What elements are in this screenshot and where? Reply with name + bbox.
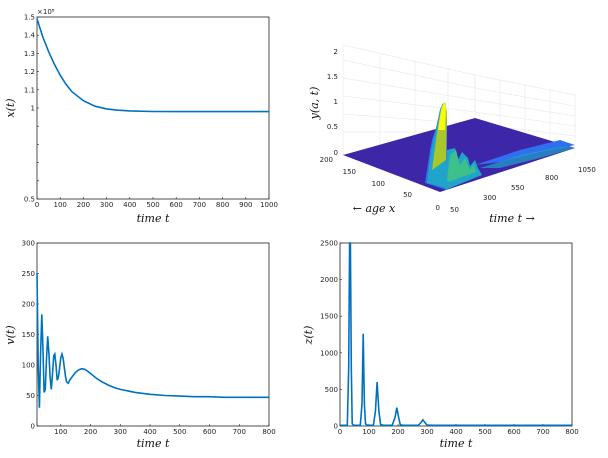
svg-text:0: 0 bbox=[436, 204, 440, 212]
panel-x-ytick-label: 1.1 bbox=[24, 86, 35, 94]
panel-x-ytick-label: 1.3 bbox=[24, 50, 35, 58]
panel-y-surface-steps-front bbox=[447, 150, 476, 182]
svg-text:2: 2 bbox=[334, 48, 338, 56]
panel-z-ytick-label: 1500 bbox=[320, 313, 338, 321]
panel-v-xtick-label: 300 bbox=[114, 428, 127, 436]
svg-text:50: 50 bbox=[450, 206, 459, 214]
panel-v-ytick-label: 0 bbox=[31, 423, 35, 431]
panel-z-series-line bbox=[340, 242, 572, 427]
panel-y-surface-tail bbox=[475, 140, 575, 165]
panel-x-xtick-label: 1000 bbox=[260, 201, 278, 209]
panel-v-axes-box bbox=[36, 242, 270, 427]
panel-x-xtick-label: 900 bbox=[239, 201, 252, 209]
panel-z-ticks: 0 100 200 300 400 500 600 700 800 0 500 1000 1500 200… bbox=[320, 240, 579, 437]
panel-v-xtick-label: 600 bbox=[203, 428, 216, 436]
panel-x-xtick-label: 300 bbox=[100, 201, 113, 209]
panel-v-ytick-label: 300 bbox=[22, 240, 35, 248]
svg-text:150: 150 bbox=[343, 168, 356, 176]
svg-text:800: 800 bbox=[545, 174, 558, 182]
panel-z-ytick-label: 2000 bbox=[320, 276, 338, 284]
panel-y-time-ticks: 50 300 550 800 1050 bbox=[450, 166, 596, 214]
panel-x-xtick-label: 100 bbox=[54, 201, 67, 209]
panel-y-zlabel: y(a, t) bbox=[308, 87, 321, 121]
panel-v-ylabel: v(t) bbox=[4, 325, 17, 344]
panel-y-z-ticks: 2 1.5 1 0.5 0 bbox=[327, 48, 338, 157]
panel-x-ytick-label: 1.5 bbox=[24, 14, 35, 22]
panel-v-xtick-label: 200 bbox=[84, 428, 97, 436]
svg-text:100: 100 bbox=[372, 180, 385, 188]
svg-text:0.5: 0.5 bbox=[327, 123, 338, 131]
svg-text:200: 200 bbox=[320, 156, 333, 164]
panel-x-ytick-label: 0.5 bbox=[24, 196, 35, 204]
panel-z-xtick-label: 500 bbox=[478, 428, 491, 436]
panel-x-ticks: 0 100 200 300 400 500 600 700 800 900 1000 0.5 1 1.5 1… bbox=[24, 14, 278, 210]
panel-v-ytick-label: 50 bbox=[26, 392, 35, 400]
panel-z-axes-box bbox=[339, 242, 573, 427]
panel-v-ytick-label: 250 bbox=[22, 270, 35, 278]
svg-text:50: 50 bbox=[403, 191, 412, 199]
panel-x-ytick-label: 1.4 bbox=[24, 32, 36, 40]
panel-z-xtick-label: 800 bbox=[565, 428, 578, 436]
panel-v: 100 200 300 400 500 600 700 800 0 50 100 150 200 250 3… bbox=[4, 240, 276, 451]
panel-z-xtick-label: 100 bbox=[362, 428, 375, 436]
panel-z-ylabel: z(t) bbox=[302, 326, 315, 346]
panel-v-ytick-label: 100 bbox=[22, 362, 35, 370]
panel-v-series-line bbox=[36, 273, 269, 408]
panel-x-xtick-label: 400 bbox=[123, 201, 136, 209]
panel-x-xtick-label: 500 bbox=[146, 201, 159, 209]
svg-text:1.5: 1.5 bbox=[327, 73, 338, 81]
svg-text:1: 1 bbox=[334, 98, 338, 106]
panel-v-xtick-label: 500 bbox=[173, 428, 186, 436]
panel-z-ytick-label: 1000 bbox=[320, 349, 338, 357]
panel-y-time-label: time t → bbox=[489, 212, 535, 225]
panel-y-surface-peak bbox=[438, 102, 446, 130]
panel-z-ytick-label: 0 bbox=[334, 423, 338, 431]
panel-x-exponent-label: ×10⁸ bbox=[37, 8, 55, 16]
panel-v-xtick-label: 400 bbox=[143, 428, 156, 436]
panel-z: 0 100 200 300 400 500 600 700 800 0 500 1000 1500 200… bbox=[302, 240, 579, 451]
panel-v-xtick-label: 100 bbox=[54, 428, 67, 436]
panel-y: 2 1.5 1 0.5 0 200 150 100 50 0 50 300 55… bbox=[308, 44, 596, 225]
panel-v-ticks: 100 200 300 400 500 600 700 800 0 50 100 150 200 250 3… bbox=[22, 240, 276, 437]
panel-y-age-label: ← age x bbox=[353, 202, 396, 215]
panel-x: 0 100 200 300 400 500 600 700 800 900 1000 0.5 1 1.5 1… bbox=[4, 8, 278, 225]
panel-y-surface-tail-front bbox=[480, 146, 575, 168]
panel-y-surface-base bbox=[343, 118, 575, 192]
svg-text:300: 300 bbox=[483, 194, 496, 202]
panel-v-xtick-label: 800 bbox=[262, 428, 275, 436]
panel-x-xtick-label: 200 bbox=[77, 201, 90, 209]
panel-x-xlabel: time t bbox=[137, 212, 170, 225]
svg-text:550: 550 bbox=[511, 184, 524, 192]
panel-v-ytick-label: 150 bbox=[22, 331, 35, 339]
panel-z-xtick-label: 300 bbox=[420, 428, 433, 436]
panel-y-age-ticks: 200 150 100 50 0 bbox=[320, 156, 440, 212]
panel-x-ytick-label: 1 bbox=[31, 105, 35, 113]
svg-text:1050: 1050 bbox=[578, 166, 596, 174]
panel-z-xtick-label: 200 bbox=[391, 428, 404, 436]
panel-z-xtick-label: 700 bbox=[536, 428, 549, 436]
panel-v-ytick-label: 200 bbox=[22, 301, 35, 309]
panel-x-xtick-label: 700 bbox=[193, 201, 206, 209]
panel-z-ytick-label: 2500 bbox=[320, 240, 338, 248]
panel-x-ytick-label: 1.2 bbox=[24, 68, 35, 76]
panel-x-series-line bbox=[36, 18, 269, 113]
panel-z-xlabel: time t bbox=[440, 437, 473, 450]
panel-v-xtick-label: 700 bbox=[233, 428, 246, 436]
panel-x-ylabel: x(t) bbox=[4, 98, 17, 117]
panel-z-ytick-label: 500 bbox=[325, 386, 338, 394]
svg-text:0: 0 bbox=[334, 149, 338, 157]
panel-z-xtick-label: 0 bbox=[338, 428, 342, 436]
panel-x-axes-box bbox=[36, 16, 270, 200]
panel-v-xlabel: time t bbox=[137, 437, 170, 450]
panel-x-xtick-label: 0 bbox=[35, 201, 39, 209]
panel-z-xtick-label: 400 bbox=[449, 428, 462, 436]
panel-x-xtick-label: 600 bbox=[170, 201, 183, 209]
panel-z-xtick-label: 600 bbox=[507, 428, 520, 436]
panel-x-xtick-label: 800 bbox=[216, 201, 229, 209]
